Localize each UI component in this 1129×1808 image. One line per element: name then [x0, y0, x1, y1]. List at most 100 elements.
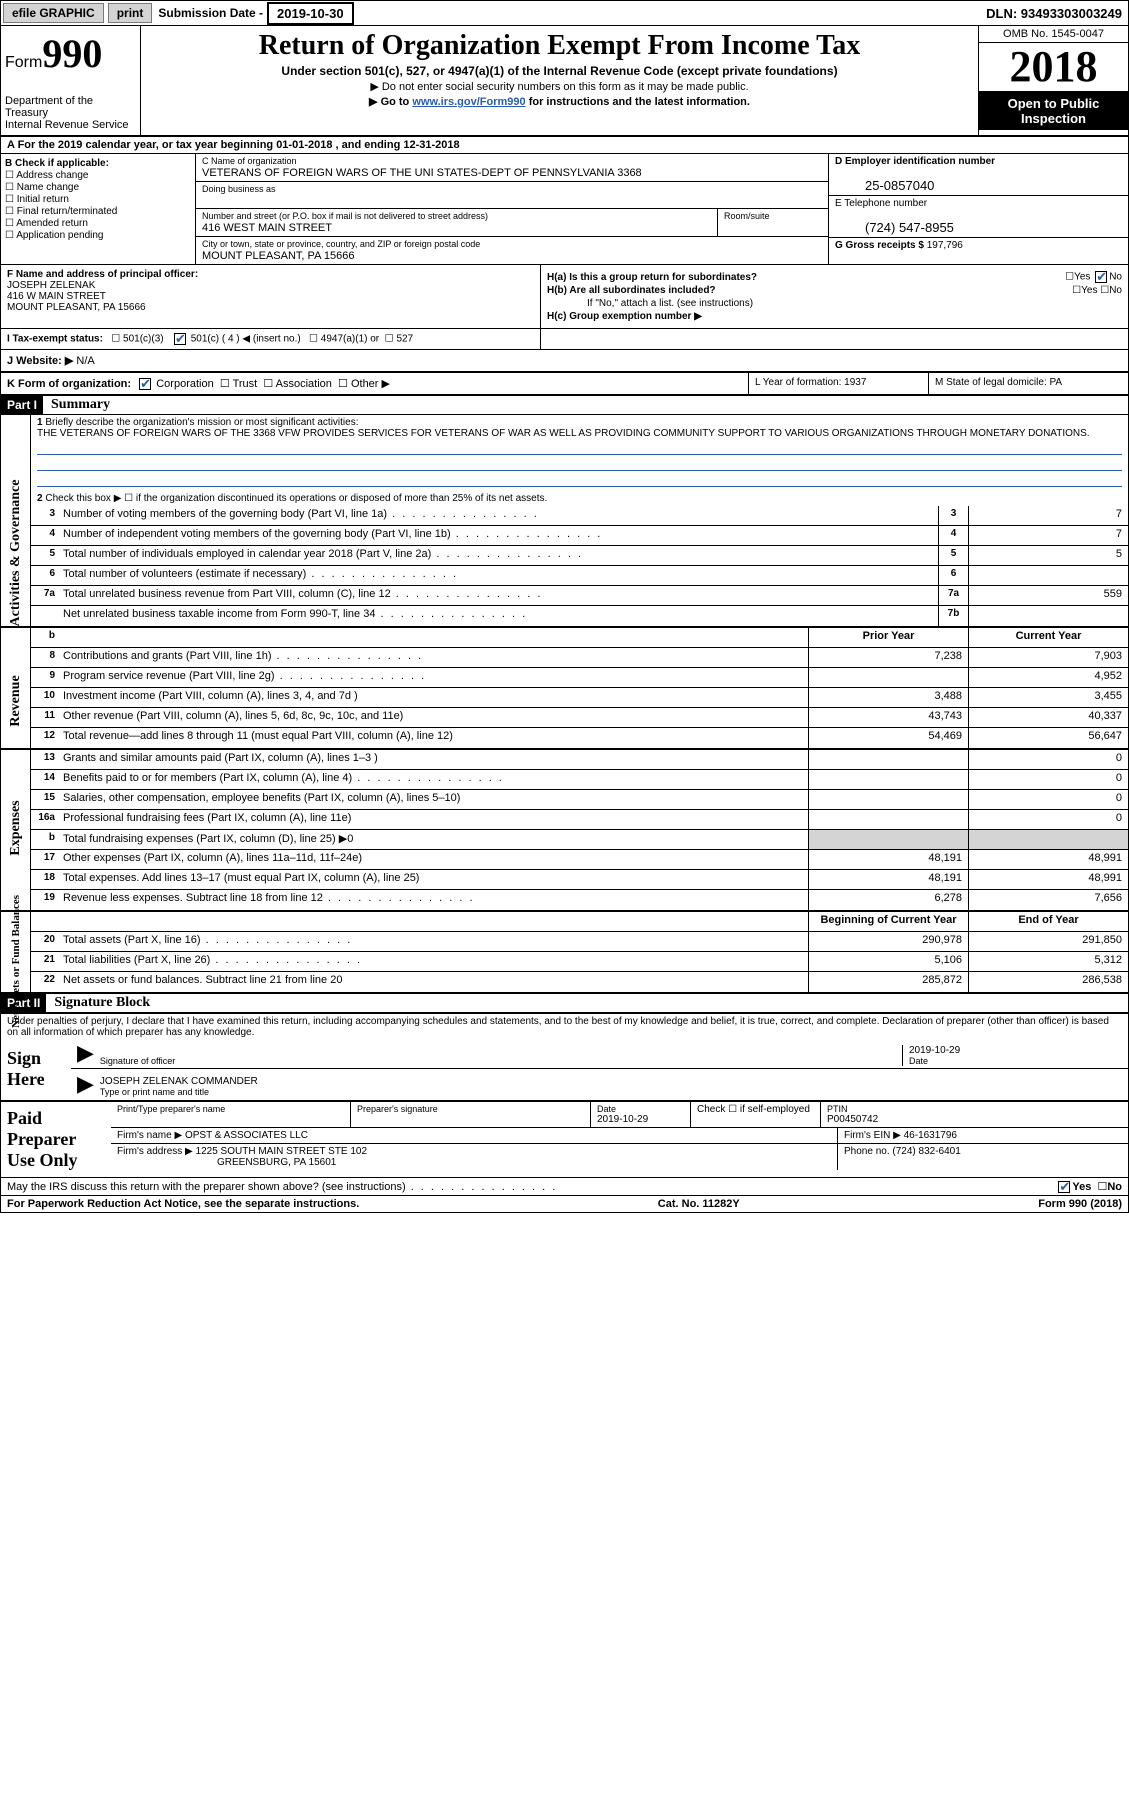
ck-application-pending[interactable]: ☐ Application pending: [5, 230, 191, 241]
line-5-val: 5: [968, 546, 1128, 565]
ck-final-return[interactable]: ☐ Final return/terminated: [5, 206, 191, 217]
row-f-h: F Name and address of principal officer:…: [1, 265, 1128, 329]
ck-amended-return[interactable]: ☐ Amended return: [5, 218, 191, 229]
exp-18-curr: 48,991: [968, 870, 1128, 889]
j-label: J Website: ▶: [7, 354, 73, 367]
part-1-header: Part I Summary: [1, 396, 1128, 415]
page-footer: For Paperwork Reduction Act Notice, see …: [1, 1196, 1128, 1212]
sig-officer-label: Signature of officer: [100, 1056, 902, 1066]
declaration: Under penalties of perjury, I declare th…: [1, 1013, 1128, 1038]
name-title-label: Type or print name and title: [100, 1087, 1122, 1097]
form-header: Form990 Department of the Treasury Inter…: [1, 26, 1128, 137]
ptin: P00450742: [827, 1114, 878, 1125]
exp-15-prior: [808, 790, 968, 809]
rev-12-curr: 56,647: [968, 728, 1128, 748]
prior-year-hdr: Prior Year: [808, 628, 968, 647]
org-name-label: C Name of organization: [202, 156, 297, 166]
hc-label: H(c) Group exemption number ▶: [547, 311, 702, 322]
paid-preparer-label: Paid Preparer Use Only: [1, 1102, 111, 1177]
irs-link[interactable]: www.irs.gov/Form990: [412, 96, 525, 108]
ck-address-change[interactable]: ☐ Address change: [5, 170, 191, 181]
exp-13-prior: [808, 750, 968, 769]
form-title: Return of Organization Exempt From Incom…: [145, 30, 974, 62]
rev-10-curr: 3,455: [968, 688, 1128, 707]
form-ref: Form 990 (2018): [1038, 1198, 1122, 1210]
rev-11-prior: 43,743: [808, 708, 968, 727]
sign-here-label: Sign Here: [1, 1038, 71, 1100]
beg-year-hdr: Beginning of Current Year: [808, 912, 968, 931]
open-inspection: Open to Public Inspection: [979, 92, 1128, 130]
form-subtitle: Under section 501(c), 527, or 4947(a)(1)…: [145, 64, 974, 78]
net-21-prior: 5,106: [808, 952, 968, 971]
net-assets-section: Net Assets or Fund Balances 20Total asse…: [1, 932, 1128, 994]
street-address: 416 WEST MAIN STREET: [202, 222, 332, 234]
k-corp-check[interactable]: [139, 378, 151, 390]
net-20-curr: 291,850: [968, 932, 1128, 951]
addr-label: Number and street (or P.O. box if mail i…: [202, 211, 488, 221]
sig-date-label: Date: [909, 1056, 1122, 1066]
net-21-curr: 5,312: [968, 952, 1128, 971]
dln: DLN: 93493303003249: [986, 6, 1128, 21]
row-klm: K Form of organization: Corporation ☐ Tr…: [1, 373, 1128, 396]
line-3-val: 7: [968, 506, 1128, 525]
gross-receipts: 197,796: [927, 240, 963, 251]
officer-addr2: MOUNT PLEASANT, PA 15666: [7, 302, 146, 313]
exp-17-curr: 48,991: [968, 850, 1128, 869]
part-1-tag: Part I: [1, 396, 43, 414]
ha-label: H(a) Is this a group return for subordin…: [547, 272, 757, 283]
prior-current-header: b Prior Year Current Year: [1, 628, 1128, 648]
exp-16a-curr: 0: [968, 810, 1128, 829]
net-20-prior: 290,978: [808, 932, 968, 951]
line-6-text: Total number of volunteers (estimate if …: [59, 566, 938, 585]
ck-name-change[interactable]: ☐ Name change: [5, 182, 191, 193]
row-j: J Website: ▶ N/A: [1, 350, 1128, 373]
exp-14-prior: [808, 770, 968, 789]
line-7b-text: Net unrelated business taxable income fr…: [59, 606, 938, 626]
efile-button[interactable]: efile GRAPHIC: [3, 3, 104, 23]
dept-treasury: Department of the Treasury: [5, 95, 136, 119]
principal-officer: F Name and address of principal officer:…: [1, 265, 541, 328]
city-state-zip: MOUNT PLEASANT, PA 15666: [202, 250, 354, 262]
tax-year: 2018: [979, 43, 1128, 92]
sidebar-net: Net Assets or Fund Balances: [10, 908, 22, 1028]
firm-addr1: 1225 SOUTH MAIN STREET STE 102: [196, 1146, 368, 1157]
gross-label: G Gross receipts $: [835, 240, 924, 251]
discuss-yes-check[interactable]: [1058, 1181, 1070, 1193]
row-i: I Tax-exempt status: ☐ 501(c)(3) 501(c) …: [1, 329, 1128, 350]
part-1-title: Summary: [43, 397, 110, 413]
print-button[interactable]: print: [108, 3, 153, 23]
note-1: ▶ Do not enter social security numbers o…: [145, 80, 974, 93]
current-year-hdr: Current Year: [968, 628, 1128, 647]
col-b-title: B Check if applicable:: [5, 158, 109, 169]
exp-13-curr: 0: [968, 750, 1128, 769]
header-right: OMB No. 1545-0047 2018 Open to Public In…: [978, 26, 1128, 135]
header-left: Form990 Department of the Treasury Inter…: [1, 26, 141, 135]
exp-19-prior: 6,278: [808, 890, 968, 910]
rev-8-prior: 7,238: [808, 648, 968, 667]
ck-initial-return[interactable]: ☐ Initial return: [5, 194, 191, 205]
f-label: F Name and address of principal officer:: [7, 269, 198, 280]
col-c: C Name of organization VETERANS OF FOREI…: [196, 154, 828, 264]
block-bcd: B Check if applicable: ☐ Address change …: [1, 154, 1128, 265]
dba-label: Doing business as: [202, 184, 276, 194]
hb-note: If "No," attach a list. (see instruction…: [547, 298, 1122, 309]
firm-name: OPST & ASSOCIATES LLC: [185, 1130, 308, 1141]
501c4-check[interactable]: [174, 333, 186, 345]
tel-label: E Telephone number: [835, 198, 927, 209]
omb-number: OMB No. 1545-0047: [979, 26, 1128, 43]
pra-notice: For Paperwork Reduction Act Notice, see …: [7, 1198, 359, 1210]
line-5-text: Total number of individuals employed in …: [59, 546, 938, 565]
self-employed-check[interactable]: Check ☐ if self-employed: [697, 1104, 810, 1115]
exp-b-curr: [968, 830, 1128, 849]
ha-no-check[interactable]: [1095, 271, 1107, 283]
note-2: ▶ Go to www.irs.gov/Form990 for instruct…: [145, 95, 974, 108]
part-2-tag: Part II: [1, 994, 46, 1012]
end-year-hdr: End of Year: [968, 912, 1128, 931]
officer-printed-name: JOSEPH ZELENAK COMMANDER: [100, 1076, 258, 1087]
exp-b-prior: [808, 830, 968, 849]
discuss-question: May the IRS discuss this return with the…: [1, 1178, 1128, 1196]
rev-8-curr: 7,903: [968, 648, 1128, 667]
line-4-val: 7: [968, 526, 1128, 545]
sign-arrow-icon: ▶: [77, 1040, 94, 1066]
state-domicile: M State of legal domicile: PA: [928, 373, 1128, 394]
